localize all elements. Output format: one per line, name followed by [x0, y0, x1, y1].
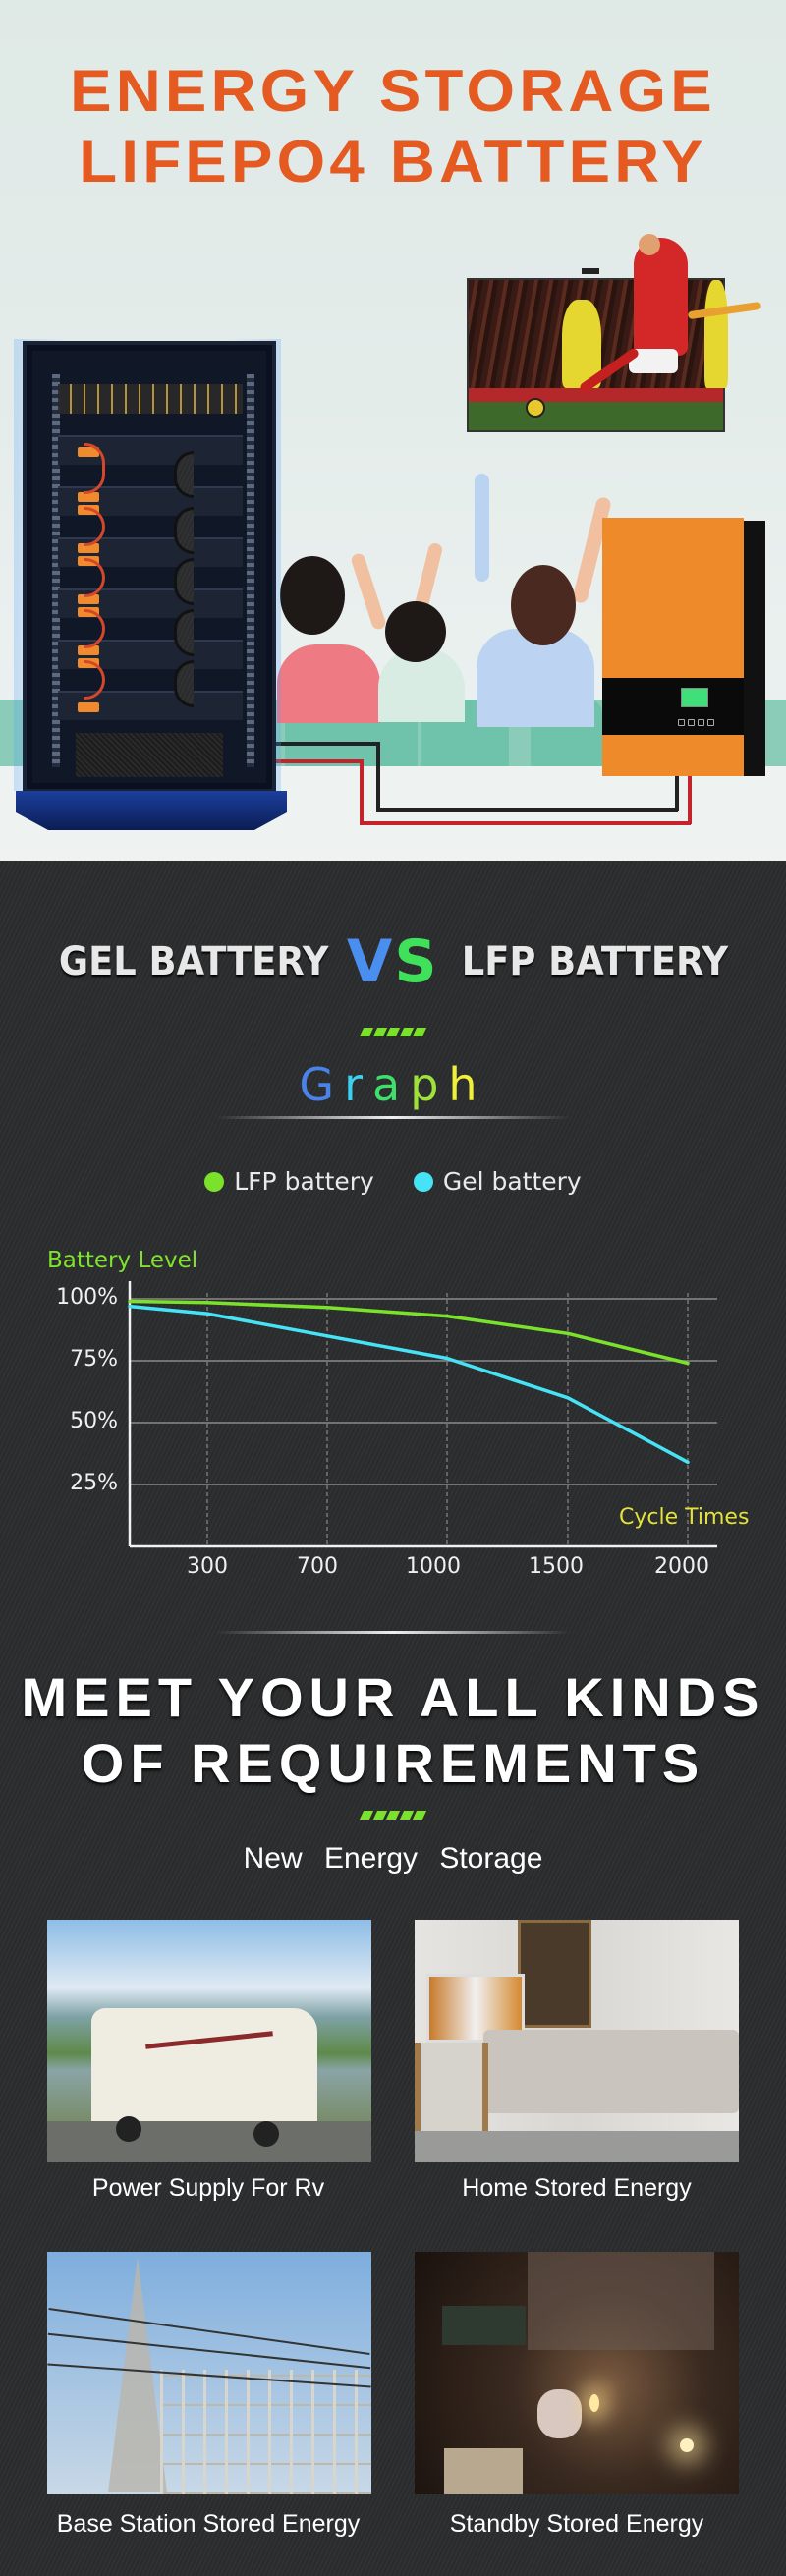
requirements-title-line1: MEET YOUR ALL KINDS: [21, 1666, 765, 1728]
substation-photo: [47, 2252, 371, 2494]
gel-dot-icon: [413, 1171, 433, 1192]
requirements-subtitle: New Energy Storage: [243, 1842, 543, 1875]
pdu: [58, 384, 243, 414]
x-tick: 1000: [406, 1554, 461, 1579]
comparison-heading: GEL BATTERY VS LFP BATTERY: [0, 927, 786, 996]
rv-photo: [47, 1920, 371, 2162]
red-wire: [275, 759, 362, 763]
x-tick: 300: [187, 1554, 228, 1579]
hero-banner: ENERGY STORAGE LIFEPO4 BATTERY: [0, 0, 786, 861]
lcd-display: [681, 688, 708, 707]
requirements-title-line2: OF REQUIREMENTS: [81, 1732, 705, 1794]
cabinet-base: [16, 791, 287, 830]
home-photo: [415, 1920, 739, 2162]
classroom-photo: [415, 2252, 739, 2494]
x-axis-label: Cycle Times: [619, 1505, 750, 1530]
card-caption-home: Home Stored Energy: [462, 2174, 692, 2202]
vs-letter-s: S: [394, 927, 437, 996]
lfp-dot-icon: [204, 1171, 225, 1192]
battery-cabinet-image: [23, 341, 276, 793]
x-tick: 700: [297, 1554, 338, 1579]
inverter-heatsink: [744, 521, 765, 776]
card-caption-rv: Power Supply For Rv: [91, 2174, 325, 2202]
black-wire: [275, 742, 378, 746]
y-tick: 50%: [70, 1409, 118, 1433]
y-axis-label: Battery Level: [47, 1248, 198, 1273]
hero-title-line1: ENERGY STORAGE: [70, 58, 716, 124]
battery-cycle-chart: Battery Level 100% 75% 50% 25% 300 700 1…: [0, 1238, 786, 1582]
vs-letter-v: V: [346, 927, 393, 996]
y-tick: 75%: [70, 1347, 118, 1372]
x-tick: 1500: [529, 1554, 584, 1579]
card-caption-base-station: Base Station Stored Energy: [56, 2510, 361, 2538]
inverter-image: [602, 518, 744, 776]
graph-title: Graph: [299, 1058, 487, 1111]
x-tick: 2000: [654, 1554, 709, 1579]
y-tick: 100%: [56, 1285, 118, 1310]
legend-item-gel: Gel battery: [413, 1167, 582, 1196]
y-tick: 25%: [70, 1471, 118, 1495]
separator-line: [216, 1116, 570, 1119]
soccer-player-image: [634, 238, 688, 356]
tv-camera: [582, 268, 599, 274]
lfp-battery-heading: LFP BATTERY: [461, 939, 728, 984]
hero-title-line2: LIFEPO4 BATTERY: [79, 129, 707, 195]
inverter-control-panel: [602, 678, 744, 735]
gel-battery-heading: GEL BATTERY: [58, 939, 328, 984]
legend-item-lfp: LFP battery: [204, 1167, 374, 1196]
green-dash-decoration: [359, 1811, 427, 1820]
separator-line: [216, 1631, 570, 1634]
card-caption-standby: Standby Stored Energy: [449, 2510, 704, 2538]
chart-legend: LFP battery Gel battery: [0, 1167, 786, 1196]
green-dash-decoration: [359, 1028, 427, 1036]
chart-plot: [128, 1281, 717, 1548]
